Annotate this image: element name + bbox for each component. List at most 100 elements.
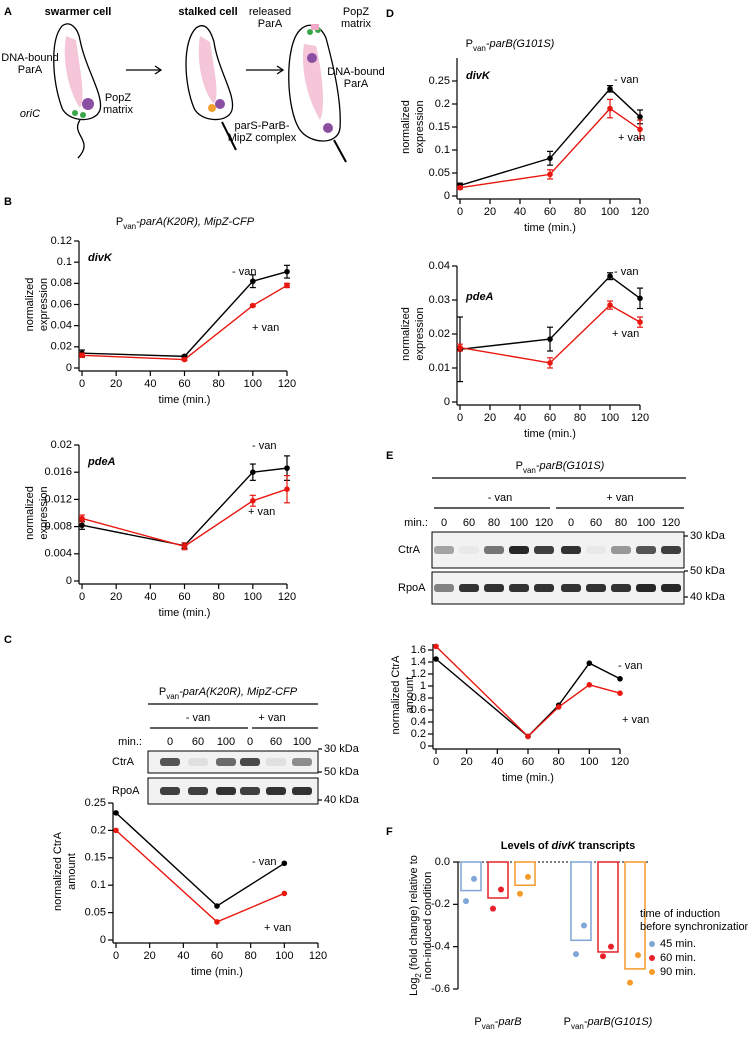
- data-point: [617, 690, 623, 696]
- series-label: - van: [252, 440, 276, 452]
- y-tick-label: 1.4: [411, 656, 426, 668]
- data-point: [586, 660, 593, 666]
- diagram-label: DNA-bound: [327, 66, 384, 78]
- replicate-dot: [600, 953, 606, 960]
- y-axis-label: expression: [38, 486, 50, 539]
- series-label: - van: [614, 74, 638, 86]
- lane-time: 100: [293, 736, 311, 748]
- x-tick-label: 60: [544, 206, 556, 218]
- y-tick-label: 0.1: [435, 144, 450, 156]
- y-tick-label: 0.012: [44, 493, 72, 505]
- y-tick-label: 0.1: [91, 879, 106, 891]
- data-point: [281, 890, 288, 897]
- data-point: [250, 497, 256, 504]
- y-tick-label: 0: [100, 934, 106, 946]
- lane-time: 100: [217, 736, 235, 748]
- y-axis-label: non-induced condition: [422, 872, 434, 980]
- marker-label: 30 kDa: [690, 530, 726, 542]
- y-tick-label: 0.04: [51, 320, 72, 332]
- arrow-head: [154, 65, 163, 75]
- lane-time: 0: [441, 517, 447, 529]
- blot-band: [586, 546, 606, 554]
- data-point: [281, 860, 288, 867]
- stage-label: swarmer cell: [45, 6, 112, 18]
- replicate-dot: [471, 875, 477, 882]
- gene-label: divK: [88, 252, 113, 264]
- panel-header-part: van: [123, 222, 136, 231]
- series-label: + van: [252, 322, 279, 334]
- series-label: + van: [264, 922, 291, 934]
- diagram-label: DNA-bound: [1, 52, 58, 64]
- x-tick-label: 20: [110, 378, 122, 390]
- legend-title: before synchronization: [640, 921, 748, 933]
- series-line: [115, 829, 285, 923]
- panel-label: E: [386, 450, 393, 462]
- diagram-label: ParA: [258, 18, 283, 30]
- y-axis-label-part: 2: [414, 973, 423, 978]
- diagram-label: ParA: [344, 78, 369, 90]
- x-tick-label: 80: [213, 378, 225, 390]
- x-tick-label: 100: [580, 756, 598, 768]
- data-point: [457, 344, 463, 351]
- legend-title: time of induction: [640, 908, 720, 920]
- lane-time: 0: [568, 517, 574, 529]
- blot-band: [661, 546, 681, 554]
- series-label: - van: [614, 266, 638, 278]
- blot-band: [586, 584, 606, 592]
- blot-band: [292, 787, 312, 795]
- series-line: [81, 284, 288, 361]
- gene-label: pdeA: [87, 456, 116, 468]
- x-tick-label: 60: [178, 591, 190, 603]
- data-point: [113, 810, 119, 816]
- panel-header-part: van: [473, 44, 486, 53]
- x-axis-label: time (min.): [159, 394, 211, 406]
- data-point: [284, 282, 290, 289]
- panel-header-part: -parA(K20R), MipZ-CFP: [179, 686, 298, 698]
- popz: [80, 112, 86, 118]
- flagellum: [77, 119, 85, 159]
- x-tick-label: 100: [244, 378, 262, 390]
- y-tick-label: 0.02: [51, 341, 72, 353]
- x-tick-label: 80: [213, 591, 225, 603]
- series-line: [81, 467, 288, 547]
- y-tick-label: 0.2: [411, 728, 426, 740]
- y-tick-label: 0.12: [51, 235, 72, 247]
- y-axis-label: normalized: [24, 278, 36, 332]
- panel-header-part: P: [516, 460, 523, 472]
- arrow-head: [276, 65, 285, 75]
- y-tick-label: 1.6: [411, 644, 426, 656]
- protein-label: CtrA: [398, 544, 421, 556]
- x-axis-label: time (min.): [524, 428, 576, 440]
- x-tick-label: 60: [178, 378, 190, 390]
- diagram-label: matrix: [103, 104, 133, 116]
- data-point: [607, 105, 613, 112]
- marker-label: 40 kDa: [324, 794, 360, 806]
- y-tick-label: 0.25: [429, 75, 450, 87]
- bar: [460, 861, 482, 892]
- x-tick-label: 20: [144, 950, 156, 962]
- parb-complex: [82, 98, 94, 110]
- data-point: [607, 302, 613, 308]
- chart-title: Levels of divK transcripts: [501, 840, 636, 852]
- y-tick-label: 0.15: [85, 852, 106, 864]
- y-axis-label: expression: [414, 100, 426, 153]
- lane-time: 0: [167, 736, 173, 748]
- stage-label: stalked cell: [178, 6, 237, 18]
- marker-label: 50 kDa: [324, 766, 360, 778]
- chart-title-part: Levels of: [501, 840, 552, 852]
- x-axis-label: time (min.): [191, 966, 243, 978]
- series-line: [459, 275, 641, 350]
- y-tick-label: -0.4: [431, 941, 450, 953]
- y-tick-label: 0: [66, 362, 72, 374]
- panel-label: D: [386, 8, 394, 20]
- gene-label: divK: [466, 70, 491, 82]
- blot-band: [459, 546, 479, 554]
- blot-band: [216, 787, 236, 795]
- lane-time: 60: [270, 736, 282, 748]
- para-cloud: [198, 36, 217, 104]
- y-tick-label: 0.01: [429, 362, 450, 374]
- lane-time: 80: [615, 517, 627, 529]
- x-tick-label: 120: [278, 591, 296, 603]
- series-line: [459, 304, 641, 364]
- chart-title-part: transcripts: [575, 840, 635, 852]
